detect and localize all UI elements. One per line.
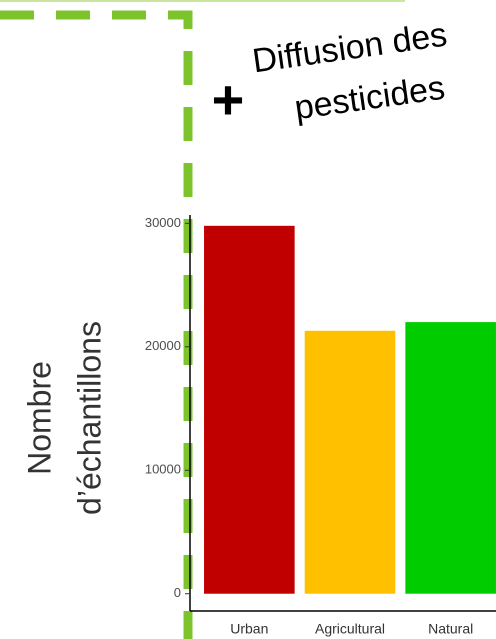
- bar: [405, 322, 496, 594]
- y-tick-label: 0: [174, 585, 181, 600]
- y-axis-label: Nombre: [21, 361, 57, 475]
- title-line: pesticides: [292, 69, 447, 128]
- annotation: +: [212, 68, 245, 131]
- y-tick-label: 30000: [145, 215, 181, 230]
- y-axis-label: d’échantillons: [71, 321, 107, 515]
- y-tick-label: 20000: [145, 338, 181, 353]
- title-line: Diffusion des: [250, 16, 449, 81]
- dashed-frame: [0, 10, 193, 639]
- x-tick-label: Agricultural: [315, 621, 385, 637]
- y-tick-label: 10000: [145, 462, 181, 477]
- bar: [304, 330, 396, 594]
- x-tick-label: Urban: [230, 621, 268, 637]
- bar: [204, 225, 295, 594]
- x-tick-label: Natural: [428, 621, 473, 637]
